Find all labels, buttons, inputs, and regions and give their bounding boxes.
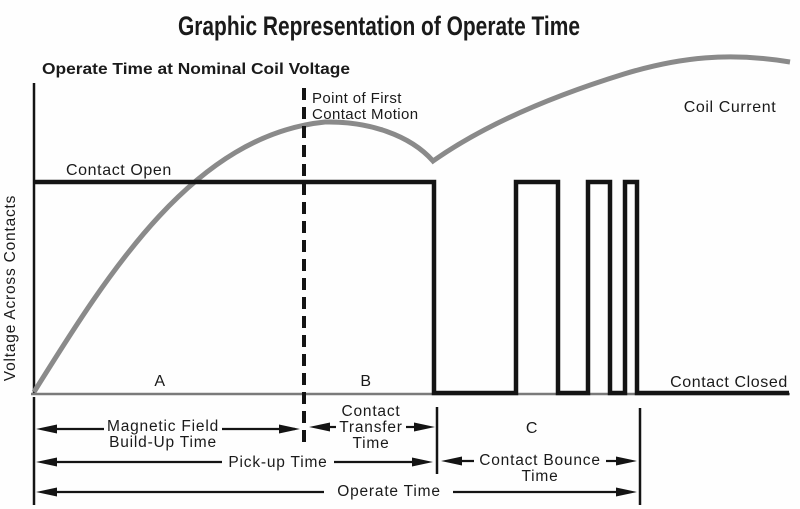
arrowhead-left-icon [36, 457, 57, 467]
first-motion-label-line1: Point of First [312, 90, 402, 107]
y-axis-label: Voltage Across Contacts [2, 195, 19, 381]
coil-current-label: Coil Current [684, 99, 777, 116]
region-a-label: A [154, 373, 165, 390]
contact-closed-label: Contact Closed [670, 374, 788, 391]
coil-current-curve [31, 54, 791, 394]
region-c-label: C [526, 420, 538, 437]
diagram-subtitle: Operate Time at Nominal Coil Voltage [42, 61, 350, 78]
arrowhead-right-icon [279, 424, 300, 434]
contact-open-label: Contact Open [66, 162, 172, 179]
magnetic-field-label-line1: Magnetic Field [107, 418, 219, 435]
transfer-label-line1: Contact [341, 403, 400, 420]
arrowhead-left-icon [36, 487, 57, 497]
contact-transfer-arrow: Contact Transfer Time [309, 403, 435, 452]
arrowhead-left-icon [441, 456, 462, 466]
arrowhead-left-icon [36, 424, 57, 434]
operate-time-arrow: Operate Time [36, 483, 637, 500]
pickup-time-label: Pick-up Time [228, 454, 327, 471]
arrowhead-right-icon [616, 456, 637, 466]
arrowhead-right-icon [412, 457, 433, 467]
contact-bounce-label-line2: Time [521, 468, 558, 485]
page-title: Graphic Representation of Operate Time [178, 11, 580, 41]
transfer-label-line2: Transfer [339, 419, 403, 436]
contact-bounce-arrow: Contact Bounce Time [441, 452, 637, 485]
contact-bounce-label-line1: Contact Bounce [479, 452, 601, 469]
transfer-label-line3: Time [352, 435, 389, 452]
operate-time-label: Operate Time [337, 483, 441, 500]
arrowhead-right-icon [414, 422, 435, 432]
magnetic-field-buildup-arrow: Magnetic Field Build-Up Time [36, 418, 300, 451]
first-motion-label-line2: Contact Motion [312, 106, 418, 123]
magnetic-field-label-line2: Build-Up Time [109, 434, 217, 451]
pickup-time-arrow: Pick-up Time [36, 454, 433, 471]
contact-voltage-trace [34, 179, 789, 396]
arrowhead-right-icon [616, 487, 637, 497]
arrowhead-left-icon [309, 422, 330, 432]
region-b-label: B [360, 373, 371, 390]
